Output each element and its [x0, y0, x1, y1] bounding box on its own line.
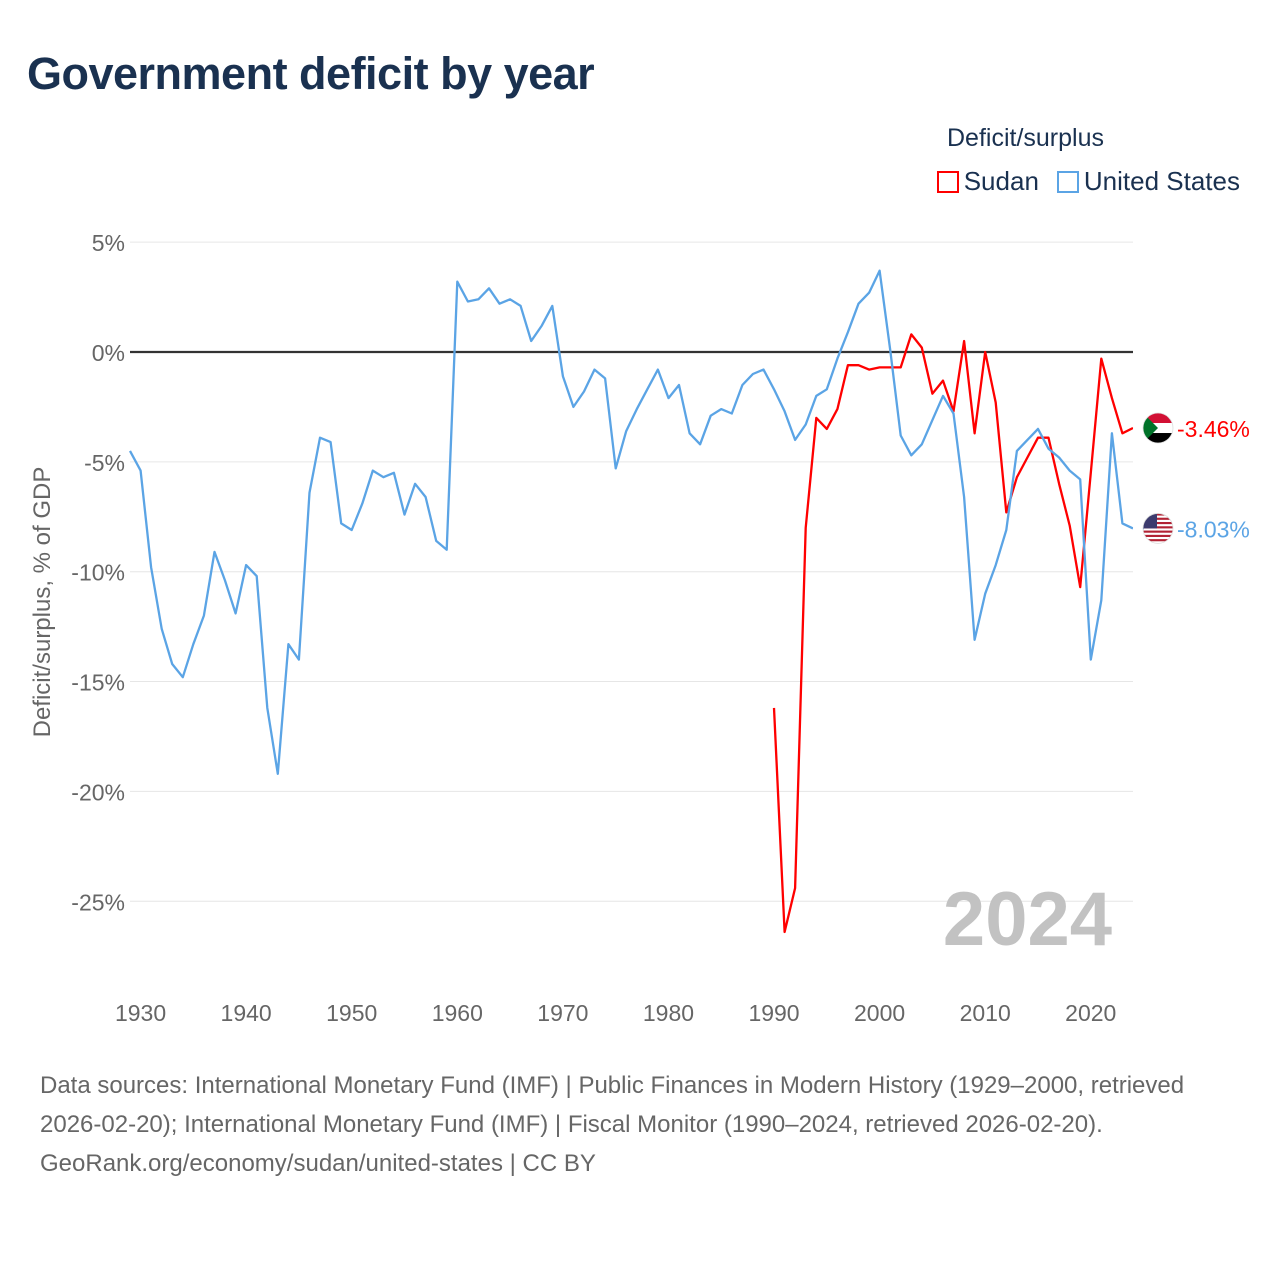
chart-title: Government deficit by year [27, 48, 595, 99]
legend-swatch-united-states [1056, 170, 1079, 193]
x-tick-label: 2010 [960, 1000, 1011, 1026]
us-flag-icon [1143, 517, 1173, 520]
sudan-flag-icon [1143, 413, 1173, 424]
x-tick-label: 1980 [643, 1000, 694, 1026]
y-tick-label: 5% [92, 230, 125, 256]
us-flag-icon [1143, 521, 1173, 525]
y-axis-label: Deficit/surplus, % of GDP [29, 467, 56, 738]
series-line-united-states [128, 269, 1134, 775]
data-sources: Data sources: International Monetary Fun… [40, 1072, 1185, 1138]
flag-mask [1133, 403, 1183, 454]
us-flag-icon [1143, 534, 1173, 537]
sudan-flag-icon [1143, 433, 1173, 444]
legend-label: United States [1083, 166, 1240, 196]
year-watermark: 2024 [943, 877, 1112, 962]
flag-mask [1133, 503, 1183, 554]
us-flag-icon [1143, 539, 1173, 542]
x-tick-label: 1950 [326, 1000, 377, 1026]
y-tick-label: -25% [71, 889, 125, 915]
credit-link[interactable]: GeoRank.org/economy/sudan/united-states … [40, 1150, 596, 1177]
legend: Sudan United States [936, 166, 1240, 197]
y-tick-label: -15% [71, 670, 125, 696]
footer: Data sources: International Monetary Fun… [40, 1066, 1240, 1183]
legend-label: Sudan [963, 166, 1039, 196]
x-tick-label: 2000 [854, 1000, 905, 1026]
y-tick-label: -5% [84, 450, 125, 476]
x-tick-label: 1940 [221, 1000, 272, 1026]
flag-border [1142, 513, 1174, 544]
series-line-sudan [772, 333, 1134, 934]
x-tick-label: 1970 [537, 1000, 588, 1026]
x-tick-label: 2020 [1065, 1000, 1116, 1026]
x-tick-label: 1960 [432, 1000, 483, 1026]
end-value-label: -3.46% [1177, 416, 1250, 442]
legend-swatch-sudan [936, 170, 959, 193]
us-flag-icon [1143, 526, 1173, 529]
x-tick-label: 1990 [748, 1000, 799, 1026]
sudan-flag-icon [1143, 413, 1158, 444]
end-value-label: -8.03% [1177, 516, 1250, 542]
legend-item-united-states[interactable]: United States [1056, 166, 1240, 197]
y-tick-label: -10% [71, 560, 125, 586]
flag-border [1142, 412, 1174, 444]
x-tick-label: 1930 [115, 1000, 166, 1026]
us-flag-icon [1143, 530, 1173, 533]
us-flag-icon [1143, 513, 1173, 516]
legend-item-sudan[interactable]: Sudan [936, 166, 1039, 197]
legend-title: Deficit/surplus [947, 124, 1104, 152]
line-chart: 5% 0% -5% -10% -15% -20% -25% 1930 1940 1950 1960 1… [29, 230, 1250, 1026]
y-tick-label: -20% [71, 779, 125, 805]
y-tick-label: 0% [92, 340, 125, 366]
